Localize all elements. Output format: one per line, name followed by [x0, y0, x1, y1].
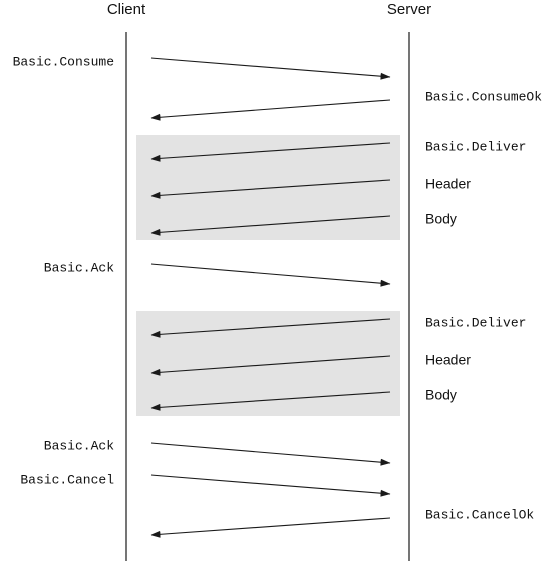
message-arrow-to-client	[150, 179, 391, 199]
message-label: Body	[425, 387, 457, 403]
message-label: Basic.Cancel	[20, 472, 114, 487]
delivery-group-box	[136, 311, 400, 416]
messages: Basic.Consume Basic.ConsumeOk Basic.Delive…	[13, 54, 542, 538]
message-label: Basic.Deliver	[425, 139, 526, 154]
message-label: Basic.Ack	[44, 260, 114, 275]
message-arrow-to-server	[150, 263, 391, 287]
message-label: Basic.ConsumeOk	[425, 89, 542, 104]
delivery-group-box	[136, 135, 400, 240]
message-arrow-to-server	[150, 474, 391, 497]
message-arrow-to-client	[150, 355, 391, 376]
client-header: Client	[107, 1, 146, 18]
message-arrow-to-client	[150, 391, 391, 411]
message-arrow-to-server	[150, 442, 391, 466]
message-arrow-to-client	[150, 99, 391, 121]
message-label: Header	[425, 352, 471, 368]
message-label: Basic.CancelOk	[425, 507, 534, 522]
message-label: Basic.Deliver	[425, 315, 526, 330]
message-label: Basic.Consume	[13, 54, 114, 69]
message-arrow-to-client	[150, 142, 391, 162]
server-header: Server	[387, 1, 431, 18]
message-arrow-to-client	[150, 215, 391, 236]
message-label: Basic.Ack	[44, 438, 114, 453]
message-arrow-to-client	[150, 517, 391, 538]
delivery-groups	[136, 135, 400, 416]
message-arrow-to-client	[150, 318, 391, 338]
message-label: Header	[425, 176, 471, 192]
message-label: Body	[425, 211, 457, 227]
message-arrow-to-server	[150, 57, 391, 80]
